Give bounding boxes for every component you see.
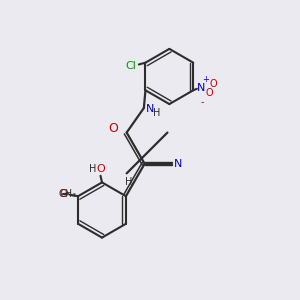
- Text: O: O: [205, 88, 213, 98]
- Text: H: H: [89, 164, 97, 174]
- Text: N: N: [146, 103, 154, 114]
- Text: N: N: [197, 83, 205, 93]
- Text: Cl: Cl: [126, 61, 136, 71]
- Text: CH₃: CH₃: [58, 189, 77, 199]
- Text: O: O: [60, 189, 68, 199]
- Text: O: O: [96, 164, 105, 174]
- Text: +: +: [202, 75, 209, 84]
- Text: H: H: [124, 177, 132, 187]
- Text: -: -: [200, 97, 204, 107]
- Text: O: O: [210, 79, 218, 89]
- Text: H: H: [154, 108, 161, 118]
- Text: O: O: [108, 122, 118, 135]
- Text: N: N: [174, 159, 182, 169]
